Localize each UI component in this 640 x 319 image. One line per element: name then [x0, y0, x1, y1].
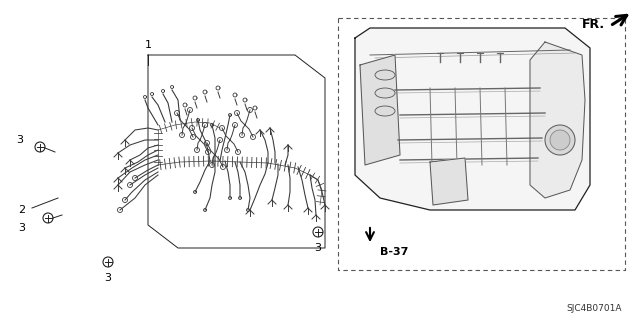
Polygon shape	[360, 55, 400, 165]
Ellipse shape	[375, 88, 395, 98]
Circle shape	[545, 125, 575, 155]
Text: 2: 2	[19, 205, 26, 215]
Text: 3: 3	[19, 223, 26, 233]
Ellipse shape	[375, 70, 395, 80]
Polygon shape	[430, 158, 468, 205]
Circle shape	[550, 130, 570, 150]
Text: 3: 3	[104, 273, 111, 283]
Text: 3: 3	[314, 243, 321, 253]
Text: SJC4B0701A: SJC4B0701A	[566, 304, 622, 313]
Polygon shape	[355, 28, 590, 210]
Text: 1: 1	[145, 40, 152, 50]
Text: 3: 3	[17, 135, 24, 145]
Text: FR.: FR.	[582, 19, 605, 32]
Ellipse shape	[375, 106, 395, 116]
Text: B-37: B-37	[380, 247, 408, 257]
Polygon shape	[530, 42, 585, 198]
